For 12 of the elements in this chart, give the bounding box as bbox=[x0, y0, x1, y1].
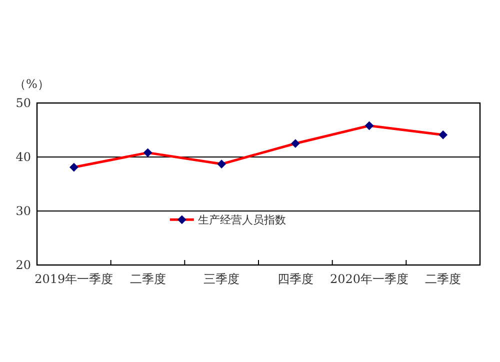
y-tick-label: 20 bbox=[16, 258, 31, 272]
y-tick-label: 50 bbox=[16, 96, 31, 110]
x-tick-label: 2019年一季度 bbox=[34, 272, 114, 286]
x-tick-label: 三季度 bbox=[204, 272, 240, 286]
x-tick-label: 二季度 bbox=[425, 272, 462, 286]
y-tick-label: 40 bbox=[16, 150, 31, 164]
x-tick-label: 2020年一季度 bbox=[330, 272, 409, 286]
y-tick-label: 30 bbox=[16, 204, 31, 218]
legend-label: 生产经营人员指数 bbox=[198, 213, 286, 226]
x-tick-label: 二季度 bbox=[130, 272, 166, 286]
x-tick-label: 四季度 bbox=[277, 272, 314, 286]
y-axis-title: （%） bbox=[14, 77, 50, 91]
